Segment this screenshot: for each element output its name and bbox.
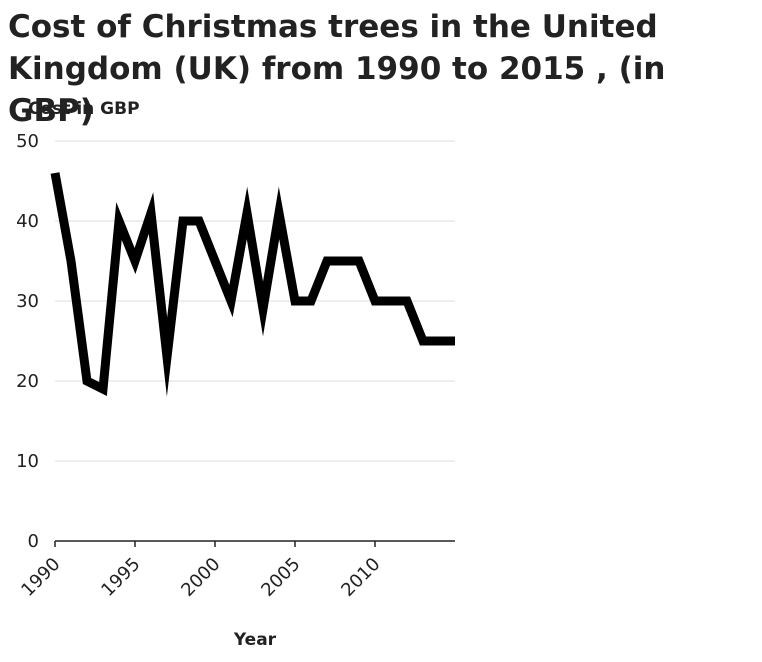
- series-line: [50, 172, 455, 397]
- x-tick-label: 2005: [257, 554, 304, 601]
- y-tick-label: 10: [16, 451, 39, 472]
- x-axis-label: Year: [233, 630, 277, 650]
- x-tick-label: 2010: [337, 554, 384, 601]
- y-tick-label: 40: [16, 211, 39, 232]
- x-tick-label: 1990: [17, 554, 64, 601]
- y-tick-label: 20: [16, 371, 39, 392]
- x-tick-label: 2000: [177, 554, 224, 601]
- y-tick-label: 50: [16, 131, 39, 152]
- x-tick-label: 1995: [97, 554, 144, 601]
- y-tick-label: 0: [28, 531, 39, 552]
- y-tick-label: 30: [16, 291, 39, 312]
- y-tick-labels: 0 10 20 30 40 50: [16, 131, 39, 552]
- y-axis-label: Cost in GBP: [28, 99, 140, 119]
- chart-title: Cost of Christmas trees in the United Ki…: [8, 9, 666, 129]
- series: [50, 172, 455, 397]
- axes: [54, 540, 455, 547]
- x-tick-labels: 1990 1995 2000 2005 2010: [17, 554, 384, 601]
